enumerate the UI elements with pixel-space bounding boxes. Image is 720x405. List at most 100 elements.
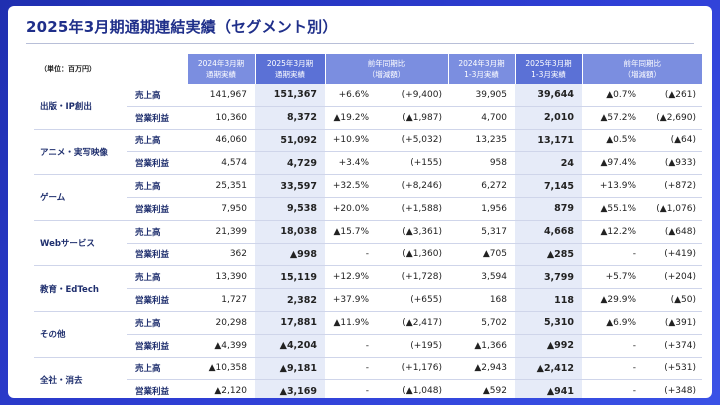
fy2024-cell: 7,950 [187,197,255,221]
unit-label: （単位：百万円） [34,54,187,84]
q2025-cell: ▲2,412 [515,357,582,381]
fy2024-cell: 46,060 [187,129,255,153]
metric-label: 売上高 [127,84,187,107]
table-row: 出版・IP創出 売上高 141,967 151,367 +6.6% (+9,400) 39,… [34,84,702,130]
q2025-cell: 13,171 [515,129,582,153]
metric-label: 売上高 [127,220,187,244]
q-pct-cell: ▲57.2% [582,106,638,130]
table-row: 営業利益 ▲4,399 ▲4,204- (+195) ▲1,366 ▲992- (+374) [34,334,702,358]
yoy-pct-cell: +32.5% [325,174,371,198]
fy2024-cell: ▲2,120 [187,379,255,398]
yoy-diff-cell: (+8,246) [371,174,448,198]
q2024-cell: 6,272 [448,174,515,198]
q-pct-cell: ▲12.2% [582,220,638,244]
yoy-pct-cell: +6.6% [325,84,371,107]
q2025-cell: 3,799 [515,265,582,290]
fy2025-cell: 4,729 [255,151,325,176]
fy2024-cell: 25,351 [187,174,255,198]
fy2024-cell: ▲10,358 [187,357,255,381]
segment-name: 教育・EdTech [34,265,127,312]
metric-label: 売上高 [127,129,187,153]
q2024-cell: ▲592 [448,379,515,398]
q2024-cell: 168 [448,288,515,312]
fy2024-cell: 13,390 [187,265,255,290]
q2024-cell: 3,594 [448,265,515,290]
yoy-pct-cell: - [325,334,371,358]
yoy-pct-cell: +20.0% [325,197,371,221]
metric-label: 営業利益 [127,197,187,221]
metric-label: 売上高 [127,265,187,290]
q-pct-cell: - [582,379,638,398]
fy2025-cell: 18,038 [255,220,325,244]
fy2024-cell: 21,399 [187,220,255,244]
yoy-pct-cell: +12.9% [325,265,371,290]
q-pct-cell: ▲6.9% [582,311,638,335]
metric-label: 営業利益 [127,288,187,312]
q-diff-cell: (+531) [638,357,702,381]
q-diff-cell: (▲648) [638,220,702,244]
q2025-cell: 118 [515,288,582,312]
q-diff-cell: (▲50) [638,288,702,312]
yoy-diff-cell: (▲2,417) [371,311,448,335]
q2025-cell: ▲285 [515,243,582,267]
q-diff-cell: (+419) [638,243,702,267]
metric-label: 売上高 [127,311,187,335]
fy2025-cell: ▲998 [255,243,325,267]
fy2024-cell: 4,574 [187,151,255,176]
title-divider [26,43,694,44]
table-header-row: （単位：百万円） 2024年3月期 通期実績 2025年3月期 通期実績 前年同期比… [34,54,702,84]
segment-name: 出版・IP創出 [34,84,127,130]
segment-name: ゲーム [34,174,127,221]
yoy-pct-cell: - [325,379,371,398]
q2024-cell: 4,700 [448,106,515,130]
metric-label: 営業利益 [127,151,187,176]
yoy-diff-cell: (+5,032) [371,129,448,153]
yoy-diff-cell: (▲1,048) [371,379,448,398]
q-diff-cell: (▲2,690) [638,106,702,130]
yoy-pct-cell: +37.9% [325,288,371,312]
fy2025-cell: ▲9,181 [255,357,325,381]
yoy-diff-cell: (▲1,987) [371,106,448,130]
q-pct-cell: - [582,334,638,358]
metric-label: 営業利益 [127,106,187,130]
fy2025-cell: ▲4,204 [255,334,325,358]
q-diff-cell: (▲391) [638,311,702,335]
q2024-cell: 1,956 [448,197,515,221]
fy2024-cell: 20,298 [187,311,255,335]
q2024-cell: 13,235 [448,129,515,153]
fy2025-cell: 51,092 [255,129,325,153]
header-q2024: 2024年3月期 1-3月実績 [447,54,515,84]
q-diff-cell: (+872) [638,174,702,198]
table-row: 営業利益 4,574 4,729 +3.4% (+155) 958 24 ▲97.4% (▲93… [34,151,702,176]
yoy-pct-cell: ▲11.9% [325,311,371,335]
page-title: 2025年3月期通期連結実績（セグメント別） [26,18,338,36]
fy2025-cell: 33,597 [255,174,325,198]
segment-name: アニメ・実写映像 [34,129,127,176]
fy2024-cell: ▲4,399 [187,334,255,358]
segment-name: Webサービス [34,220,127,267]
q-diff-cell: (+204) [638,265,702,290]
header-fy2024: 2024年3月期 通期実績 [186,54,255,84]
table-row: 営業利益 1,727 2,382 +37.9% (+655) 168 118 ▲29.9% (▲… [34,288,702,312]
yoy-diff-cell: (+655) [371,288,448,312]
q-pct-cell: ▲55.1% [582,197,638,221]
fy2025-cell: ▲3,169 [255,379,325,398]
q2024-cell: 39,905 [448,84,515,107]
q2025-cell: 24 [515,151,582,176]
table-row: 教育・EdTech 売上高 13,390 15,119 +12.9% (+1,728) 3,… [34,265,702,312]
header-yoy: 前年同期比 （増減額） [324,54,448,84]
q-pct-cell: - [582,357,638,381]
yoy-diff-cell: (+1,728) [371,265,448,290]
q2025-cell: 39,644 [515,84,582,107]
yoy-diff-cell: (▲3,361) [371,220,448,244]
q2025-cell: ▲992 [515,334,582,358]
yoy-pct-cell: ▲19.2% [325,106,371,130]
table-row: その他 売上高 20,298 17,881 ▲11.9% (▲2,417) 5,702 5,3… [34,311,702,358]
q-diff-cell: (▲64) [638,129,702,153]
q2025-cell: 2,010 [515,106,582,130]
table-row: ゲーム 売上高 25,351 33,597 +32.5% (+8,246) 6,272 7,1… [34,174,702,221]
fy2024-cell: 141,967 [187,84,255,107]
table-row: 営業利益 362 ▲998- (▲1,360) ▲705 ▲285- (+419) [34,243,702,267]
q2024-cell: ▲2,943 [448,357,515,381]
q-diff-cell: (▲933) [638,151,702,176]
